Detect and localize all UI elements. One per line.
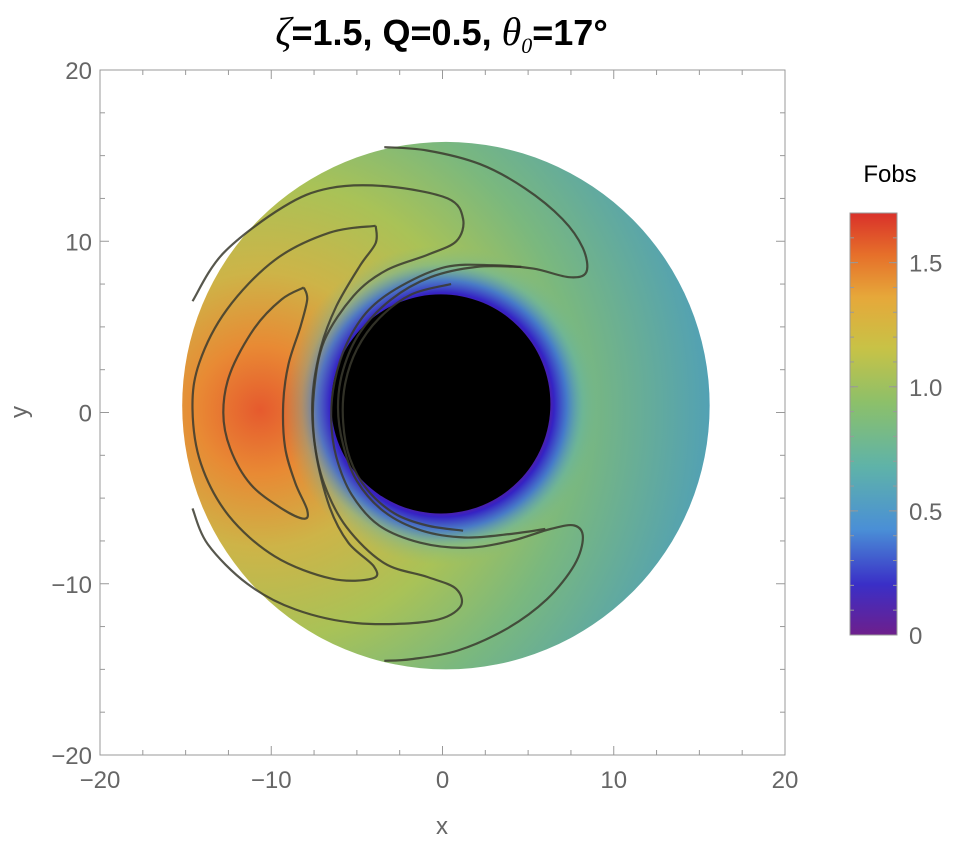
y-axis-title: y <box>6 406 33 418</box>
plot-area <box>182 141 710 670</box>
colorbar-tick-label: 1.0 <box>909 375 942 402</box>
colorbar-gradient <box>850 213 897 635</box>
minor-ticks <box>100 70 785 755</box>
colorbar: Fobs 0 0.5 1.0 1.5 <box>849 161 942 650</box>
y-tick-label: −20 <box>51 743 92 770</box>
y-tick-label: 10 <box>65 229 92 256</box>
colorbar-tick-label: 0 <box>909 623 922 650</box>
x-tick-label: 10 <box>600 767 627 794</box>
x-tick-label: −20 <box>80 767 121 794</box>
colorbar-tick-label: 0.5 <box>909 499 942 526</box>
y-tick-label: 20 <box>65 58 92 85</box>
y-tick-label: 0 <box>79 401 92 428</box>
chart-title: ζ=1.5, Q=0.5, θ0=17° <box>0 8 883 59</box>
contour-crescent <box>330 146 589 662</box>
x-tick-label: −10 <box>251 767 292 794</box>
x-tick-label: 0 <box>436 767 449 794</box>
x-tick-label: 20 <box>772 767 799 794</box>
y-axis-ticks: 20 10 0 −10 −20 <box>51 58 785 770</box>
colorbar-title: Fobs <box>863 161 916 188</box>
contour-shadow-rim <box>341 283 464 532</box>
title-zeta-symbol: ζ <box>275 9 292 54</box>
colorbar-frame <box>849 212 898 636</box>
contour-inner <box>222 286 309 520</box>
colorbar-tick-label: 1.5 <box>909 251 942 278</box>
contour-lines <box>191 146 589 662</box>
colorbar-ticks: 0 0.5 1.0 1.5 <box>850 237 942 650</box>
contour-outer <box>191 184 465 626</box>
x-axis-ticks: −20 −10 0 10 20 <box>80 70 799 794</box>
y-tick-label: −10 <box>51 572 92 599</box>
x-axis-title: x <box>436 813 448 840</box>
title-zeta-part: =1.5, Q=0.5, <box>291 12 502 53</box>
title-theta-subscript: 0 <box>521 33 533 59</box>
title-theta-part: =17° <box>532 12 608 53</box>
contour-inner-ring <box>336 265 546 539</box>
black-hole-shadow <box>331 294 551 514</box>
contour-middle <box>191 224 379 582</box>
title-theta-symbol: θ <box>501 9 522 54</box>
